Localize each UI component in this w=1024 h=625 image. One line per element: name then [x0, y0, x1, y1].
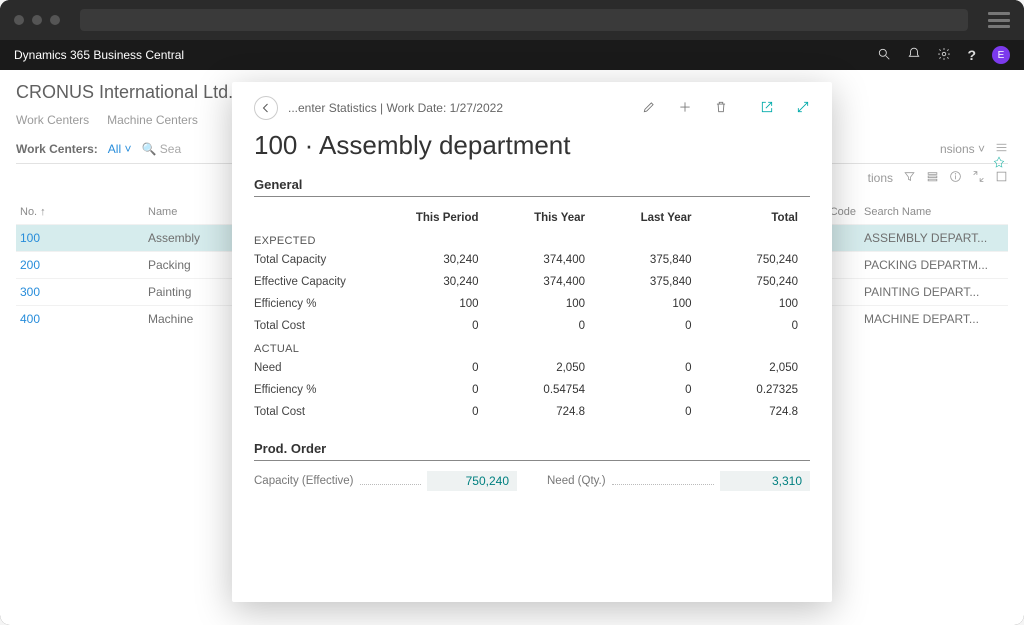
stats-header: This Period This Year Last Year Total — [254, 207, 810, 229]
filter-icon[interactable] — [903, 170, 916, 186]
delete-icon[interactable] — [714, 100, 728, 117]
stat-row: Effective Capacity30,240374,400375,84075… — [254, 271, 810, 293]
expand-icon[interactable] — [796, 100, 810, 117]
tab-work-centers[interactable]: Work Centers — [16, 113, 89, 127]
back-button[interactable] — [254, 96, 278, 120]
capacity-effective-field: Capacity (Effective) 750,240 — [254, 471, 517, 491]
col-search[interactable]: Search Name — [864, 206, 1004, 218]
statistics-modal: ...enter Statistics | Work Date: 1/27/20… — [232, 82, 832, 602]
bell-icon[interactable] — [907, 47, 921, 64]
dimensions-menu[interactable]: nsions ˅ — [940, 142, 985, 156]
filter-all[interactable]: All ˅ — [108, 142, 132, 156]
list-icon[interactable] — [926, 170, 939, 186]
stat-row: Total Cost0000 — [254, 315, 810, 337]
add-icon[interactable] — [678, 100, 692, 117]
stat-row: Total Capacity30,240374,400375,840750,24… — [254, 249, 810, 271]
address-bar[interactable] — [80, 9, 968, 31]
search-input[interactable]: 🔍 Sea — [141, 142, 181, 156]
search-icon[interactable] — [877, 47, 891, 64]
traffic-max-icon[interactable] — [50, 15, 60, 25]
browser-frame: Dynamics 365 Business Central ? E CRONUS… — [0, 0, 1024, 625]
tab-machine-centers[interactable]: Machine Centers — [107, 113, 198, 127]
info-icon[interactable] — [949, 170, 962, 186]
section-general: General — [254, 177, 810, 197]
need-qty-field: Need (Qty.) 3,310 — [547, 471, 810, 491]
need-qty-value[interactable]: 3,310 — [720, 471, 810, 491]
browser-titlebar — [0, 0, 1024, 40]
stat-row: Efficiency %100100100100 — [254, 293, 810, 315]
share-icon[interactable] — [760, 100, 774, 117]
traffic-min-icon[interactable] — [32, 15, 42, 25]
stat-row: Need02,05002,050 — [254, 357, 810, 379]
breadcrumb: ...enter Statistics | Work Date: 1/27/20… — [288, 101, 632, 115]
help-icon[interactable]: ? — [967, 47, 976, 63]
actions-menu[interactable]: tions — [868, 171, 893, 185]
lines-icon[interactable] — [995, 141, 1008, 157]
pin-icon[interactable] — [992, 156, 1006, 175]
app-header: Dynamics 365 Business Central ? E — [0, 40, 1024, 70]
product-title: Dynamics 365 Business Central — [14, 48, 877, 62]
collapse-icon[interactable] — [972, 170, 985, 186]
edit-icon[interactable] — [642, 100, 656, 117]
section-prod-order: Prod. Order — [254, 441, 810, 461]
stat-row: Efficiency %00.5475400.27325 — [254, 379, 810, 401]
hamburger-icon[interactable] — [988, 12, 1010, 28]
filter-label: Work Centers: — [16, 142, 98, 156]
page-title: 100 · Assembly department — [254, 130, 810, 161]
avatar[interactable]: E — [992, 46, 1010, 64]
gear-icon[interactable] — [937, 47, 951, 64]
traffic-close-icon[interactable] — [14, 15, 24, 25]
col-no[interactable]: No. ↑ — [20, 206, 140, 218]
group-actual: ACTUAL — [254, 337, 810, 357]
capacity-effective-value[interactable]: 750,240 — [427, 471, 517, 491]
group-expected: EXPECTED — [254, 229, 810, 249]
stat-row: Total Cost0724.80724.8 — [254, 401, 810, 423]
